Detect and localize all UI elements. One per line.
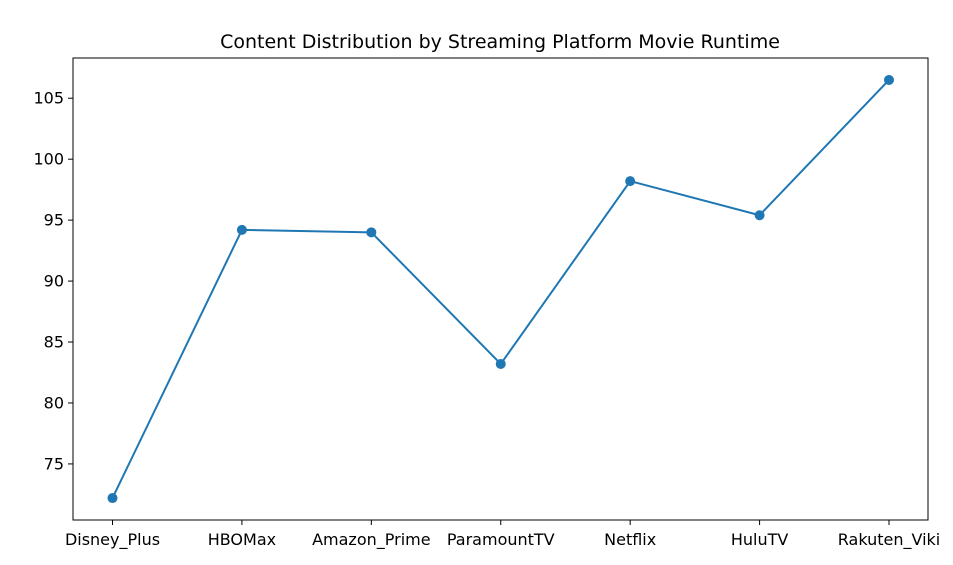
y-tick-label: 95 <box>44 211 64 230</box>
data-point <box>236 224 247 235</box>
series-layer <box>107 74 894 504</box>
x-tick-label: HBOMax <box>208 530 276 549</box>
y-tick-label: 75 <box>44 454 64 473</box>
data-point <box>884 74 894 85</box>
data-point <box>754 210 765 221</box>
x-tick-label: Disney_Plus <box>65 530 160 550</box>
x-tick-label: Rakuten_Viki <box>838 530 941 550</box>
x-axis-ticks: Disney_Plus HBOMax Amazon_Prime ParamountTV… <box>65 520 940 550</box>
data-point <box>107 493 118 504</box>
chart-title: Content Distribution by Streaming Platfo… <box>220 31 780 53</box>
data-point <box>366 227 377 238</box>
series-line <box>111 79 890 499</box>
x-tick-label: Amazon_Prime <box>312 530 430 550</box>
y-tick-label: 100 <box>33 150 64 169</box>
y-axis-ticks: 75 80 85 90 95 100 105 <box>33 89 73 473</box>
data-point <box>625 176 636 187</box>
y-tick-label: 90 <box>44 272 64 291</box>
x-tick-label: HuluTV <box>731 530 789 549</box>
x-tick-label: Netflix <box>604 530 656 549</box>
y-tick-label: 80 <box>44 393 64 412</box>
y-tick-label: 105 <box>33 89 64 108</box>
x-tick-label: ParamountTV <box>447 530 555 549</box>
y-tick-label: 85 <box>44 333 64 352</box>
plot-area-frame <box>72 57 929 521</box>
data-point <box>495 358 506 369</box>
